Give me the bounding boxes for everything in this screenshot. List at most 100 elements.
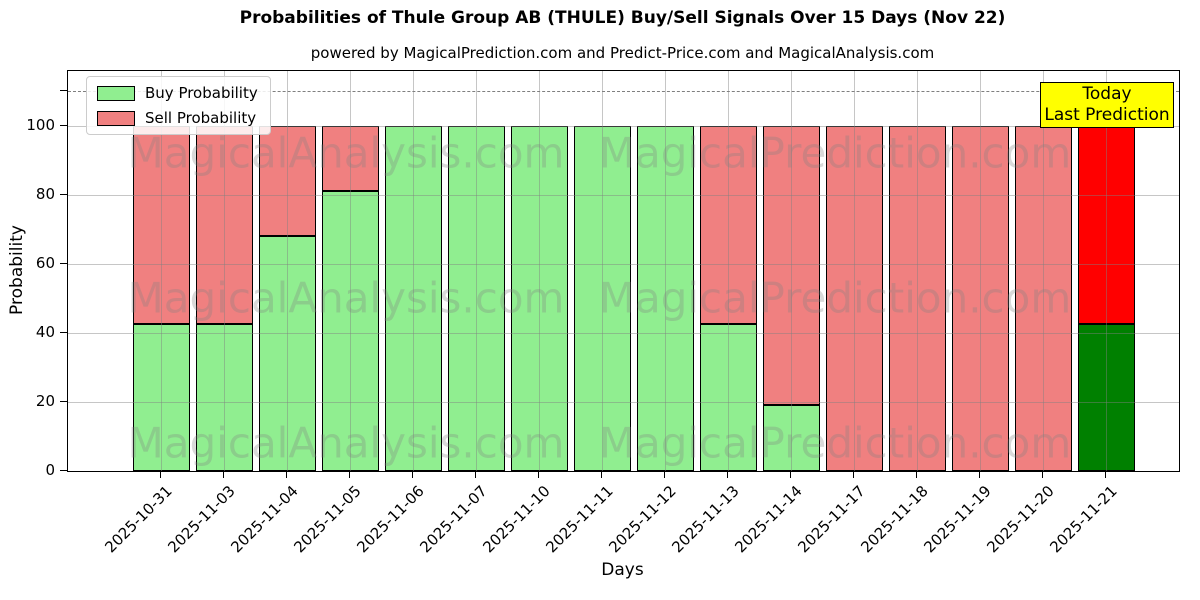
v-gridline — [161, 71, 162, 471]
x-tick-mark — [790, 471, 791, 478]
buy-segment — [321, 191, 379, 471]
sell-segment — [825, 125, 883, 471]
buy-segment — [573, 125, 631, 471]
stacked-bar-2025-11-18 — [888, 125, 946, 471]
v-gridline — [854, 71, 855, 471]
stacked-bar-2025-11-04 — [258, 125, 316, 471]
x-axis-label: Days — [601, 560, 644, 580]
x-tick-mark — [1042, 471, 1043, 478]
buy-segment — [384, 125, 442, 471]
x-tick-mark — [979, 471, 980, 478]
y-tick-label: 60 — [35, 253, 55, 272]
x-tick-mark — [160, 471, 161, 478]
v-gridline — [413, 71, 414, 471]
v-gridline — [287, 71, 288, 471]
stacked-bar-2025-11-17 — [825, 125, 883, 471]
x-tick-mark — [538, 471, 539, 478]
h-gridline — [68, 125, 1179, 127]
legend-label-sell: Sell Probability — [145, 109, 257, 127]
v-gridline — [350, 71, 351, 471]
sell-segment — [888, 125, 946, 471]
x-tick-label: 2025-11-03 — [164, 482, 239, 557]
y-tick-mark — [60, 90, 67, 92]
y-tick-mark — [60, 193, 67, 195]
sell-segment — [762, 125, 820, 406]
buy-segment — [636, 125, 694, 471]
buy-segment — [1077, 324, 1135, 471]
dashed-threshold-line — [68, 91, 1179, 93]
sell-segment — [258, 125, 316, 237]
legend: Buy Probability Sell Probability — [86, 76, 271, 135]
x-tick-label: 2025-11-17 — [794, 482, 869, 557]
y-tick-mark — [60, 331, 67, 333]
stacked-bar-2025-11-14 — [762, 125, 820, 471]
v-gridline — [917, 71, 918, 471]
stacked-bar-2025-11-12 — [636, 125, 694, 471]
today-annotation-line2: Last Prediction — [1044, 105, 1170, 125]
sell-segment — [699, 125, 757, 325]
stacked-bar-2025-11-06 — [384, 125, 442, 471]
buy-segment — [258, 236, 316, 471]
y-tick-mark — [60, 470, 67, 471]
x-tick-mark — [412, 471, 413, 478]
sell-segment — [195, 125, 253, 325]
x-tick-label: 2025-11-05 — [290, 482, 365, 557]
sell-segment — [951, 125, 1009, 471]
y-tick-label: 80 — [35, 184, 55, 203]
y-tick-mark — [60, 400, 67, 402]
stacked-bar-2025-11-11 — [573, 125, 631, 471]
h-gridline — [68, 401, 1179, 403]
y-tick-mark — [60, 262, 67, 264]
buy-segment — [699, 324, 757, 471]
stacked-bar-2025-11-03 — [195, 125, 253, 471]
y-tick-label: 20 — [35, 391, 55, 410]
x-tick-label: 2025-11-18 — [857, 482, 932, 557]
h-gridline — [68, 332, 1179, 334]
y-tick-label: 0 — [45, 461, 55, 479]
y-tick-mark — [60, 124, 67, 126]
x-tick-mark — [727, 471, 728, 478]
buy-segment — [195, 324, 253, 471]
stacked-bar-2025-10-31 — [132, 125, 190, 471]
x-tick-label: 2025-11-14 — [731, 482, 806, 557]
stacked-bar-2025-11-07 — [447, 125, 505, 471]
v-gridline — [476, 71, 477, 471]
today-annotation: Today Last Prediction — [1040, 82, 1174, 128]
x-tick-mark — [1105, 471, 1106, 478]
buy-color-swatch — [97, 85, 135, 101]
y-tick-label: 100 — [26, 115, 55, 134]
v-gridline — [602, 71, 603, 471]
plot-area: Buy Probability Sell Probability Today L… — [67, 70, 1180, 472]
v-gridline — [539, 71, 540, 471]
v-gridline — [980, 71, 981, 471]
sell-segment — [132, 125, 190, 325]
x-tick-label: 2025-11-10 — [479, 482, 554, 557]
x-tick-label: 2025-11-06 — [353, 482, 428, 557]
v-gridline — [728, 71, 729, 471]
sell-color-swatch — [97, 110, 135, 126]
x-tick-mark — [601, 471, 602, 478]
buy-segment — [762, 405, 820, 471]
v-gridline — [224, 71, 225, 471]
x-tick-mark — [349, 471, 350, 478]
stacked-bar-2025-11-05 — [321, 125, 379, 471]
x-tick-mark — [475, 471, 476, 478]
buy-segment — [132, 324, 190, 471]
chart-subtitle: powered by MagicalPrediction.com and Pre… — [310, 44, 935, 62]
x-tick-label: 2025-11-12 — [605, 482, 680, 557]
x-tick-label: 2025-11-20 — [983, 482, 1058, 557]
today-annotation-line1: Today — [1082, 84, 1132, 104]
chart-title: Probabilities of Thule Group AB (THULE) … — [239, 8, 1006, 28]
stacked-bar-2025-11-13 — [699, 125, 757, 471]
x-tick-mark — [853, 471, 854, 478]
x-tick-label: 2025-11-07 — [416, 482, 491, 557]
sell-segment — [1077, 125, 1135, 325]
x-tick-label: 2025-11-11 — [542, 482, 617, 557]
buy-segment — [447, 125, 505, 471]
x-tick-mark — [223, 471, 224, 478]
v-gridline — [1106, 71, 1107, 471]
v-gridline — [1043, 71, 1044, 471]
h-gridline — [68, 194, 1179, 196]
x-tick-label: 2025-11-13 — [668, 482, 743, 557]
